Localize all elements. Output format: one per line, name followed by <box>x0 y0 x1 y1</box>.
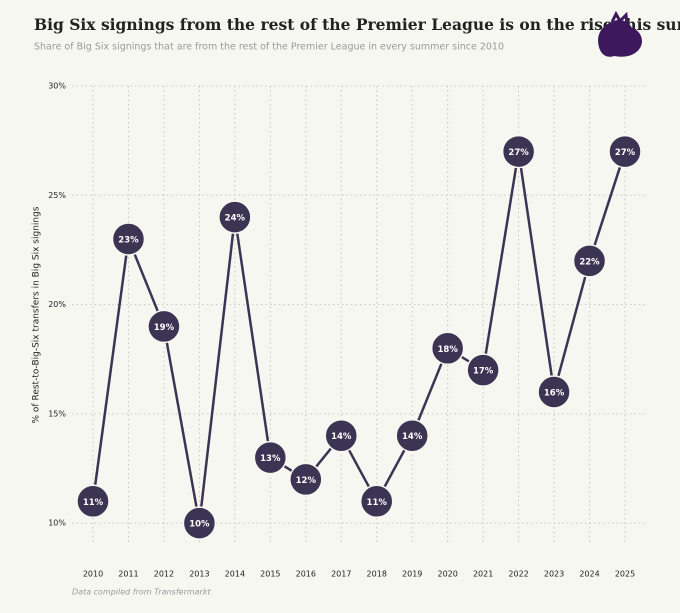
data-label: 11% <box>83 498 104 508</box>
data-point <box>430 331 465 366</box>
x-tick-label: 2023 <box>544 570 564 579</box>
x-tick-label: 2016 <box>296 570 316 579</box>
data-label: 17% <box>473 367 494 377</box>
x-tick-label: 2013 <box>189 570 209 579</box>
data-point <box>395 418 429 453</box>
data-point <box>147 309 181 344</box>
data-label: 14% <box>331 432 352 442</box>
data-label: 16% <box>544 389 565 399</box>
data-line <box>91 151 627 524</box>
data-label: 10% <box>189 520 210 530</box>
y-tick-label: 10% <box>48 519 66 528</box>
x-tick-label: 2018 <box>367 570 387 579</box>
y-axis-label: % of Rest-to-Big-Six transfers in Big Si… <box>32 206 42 423</box>
y-tick-label: 20% <box>48 300 66 309</box>
data-point <box>537 375 571 409</box>
data-point <box>572 244 607 278</box>
data-label: 11% <box>367 498 388 508</box>
x-tick-label: 2024 <box>579 570 599 579</box>
data-point <box>289 462 323 497</box>
x-tick-label: 2010 <box>83 570 103 579</box>
x-tick-label: 2022 <box>508 570 528 579</box>
x-tick-label: 2020 <box>437 570 457 579</box>
source-note: Data compiled from Transfermarkt <box>72 588 211 597</box>
data-label: 14% <box>402 432 423 442</box>
data-point <box>359 484 394 519</box>
chart-subtitle: Share of Big Six signings that are from … <box>34 42 504 53</box>
data-point <box>324 418 359 453</box>
x-tick-label: 2025 <box>615 570 635 579</box>
data-point <box>608 134 642 169</box>
data-point <box>182 506 217 540</box>
logo-shape <box>598 20 643 57</box>
x-tick-label: 2014 <box>225 570 245 579</box>
x-tick-label: 2011 <box>118 570 138 579</box>
data-point <box>501 134 536 169</box>
data-label: 27% <box>615 148 636 158</box>
y-tick-label: 15% <box>48 409 66 418</box>
data-label: 18% <box>437 345 458 355</box>
data-point <box>76 484 110 519</box>
data-point <box>111 222 146 256</box>
data-label: 23% <box>118 236 139 246</box>
x-tick-label: 2019 <box>402 570 422 579</box>
data-label: 22% <box>579 257 600 267</box>
data-label: 24% <box>225 214 246 224</box>
data-label: 27% <box>508 148 529 158</box>
chart-title: Big Six signings from the rest of the Pr… <box>34 15 680 34</box>
y-tick-label: 25% <box>48 191 66 200</box>
data-point <box>253 440 288 475</box>
data-label: 19% <box>154 323 175 333</box>
x-tick-label: 2017 <box>331 570 351 579</box>
data-label: 13% <box>260 454 281 464</box>
y-tick-label: 30% <box>48 82 66 91</box>
x-tick-label: 2015 <box>260 570 280 579</box>
x-tick-label: 2012 <box>154 570 174 579</box>
x-tick-label: 2021 <box>473 570 493 579</box>
data-point <box>466 353 500 387</box>
logo-crown <box>610 10 629 25</box>
data-label: 12% <box>296 476 317 486</box>
logo <box>598 10 643 57</box>
data-point <box>218 200 252 234</box>
